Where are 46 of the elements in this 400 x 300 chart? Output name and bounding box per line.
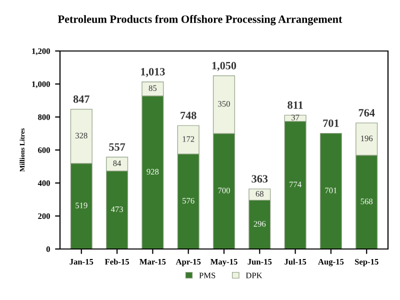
data-label: 701: [325, 188, 337, 194]
x-tick-label: Apr-15: [176, 259, 201, 266]
data-label: 928: [146, 168, 159, 175]
x-tick-label: May-15: [210, 258, 238, 266]
data-label: 350: [218, 101, 230, 107]
y-tick-label: 200: [38, 213, 50, 219]
x-tick-label: Mar-15: [140, 259, 166, 265]
x-tick-label: Jul-15: [284, 258, 306, 265]
y-tick-label: 600: [38, 147, 50, 153]
data-label: 85: [148, 85, 157, 91]
data-label: 296: [254, 221, 266, 227]
data-label: 473: [110, 206, 123, 212]
y-tick-label: 800: [38, 114, 50, 120]
y-tick-label: 0: [46, 246, 50, 252]
data-label: 172: [182, 136, 194, 142]
bar: [320, 132, 342, 249]
data-label: 576: [182, 198, 194, 204]
total-label: 363: [252, 175, 268, 183]
y-tick-label: 1,000: [32, 81, 50, 88]
total-label: 701: [323, 119, 339, 127]
y-tick-label: 400: [38, 180, 50, 186]
total-label: 748: [180, 112, 196, 120]
x-tick-label: Feb-15: [104, 258, 130, 265]
data-label: 700: [218, 188, 230, 194]
data-label: 774: [290, 182, 302, 188]
x-tick-label: Jan-15: [70, 259, 94, 265]
total-label: 1,013: [141, 68, 165, 78]
x-tick-label: Aug-15: [318, 258, 344, 266]
total-label: 557: [109, 143, 126, 151]
data-label: 84: [113, 160, 122, 166]
total-label: 811: [288, 101, 303, 109]
data-label: 519: [76, 202, 88, 208]
data-label: 68: [256, 191, 264, 197]
data-label: 328: [76, 132, 88, 138]
legend-label: PMS: [199, 272, 216, 278]
data-label: 37: [292, 114, 300, 120]
y-tick-label: 1,200: [32, 48, 50, 56]
total-label: 764: [358, 109, 375, 117]
data-label: 196: [361, 136, 373, 142]
x-tick-label: Sep-15: [355, 258, 378, 266]
x-tick-label: Jun-15: [248, 259, 272, 265]
chart-title: Petroleum Products from Offshore Processing Arrangement: [58, 15, 342, 26]
legend-label: DPK: [246, 272, 262, 278]
total-label: 847: [73, 95, 90, 103]
data-label: 568: [360, 198, 373, 204]
total-label: 1,050: [212, 62, 236, 71]
